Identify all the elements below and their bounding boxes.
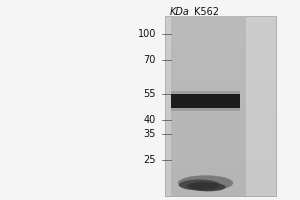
Bar bbox=[165, 130, 276, 136]
Bar bbox=[165, 40, 276, 46]
Ellipse shape bbox=[179, 180, 220, 190]
Bar bbox=[165, 190, 276, 196]
Bar bbox=[165, 100, 276, 106]
Text: 55: 55 bbox=[143, 89, 156, 99]
Bar bbox=[165, 70, 276, 76]
Bar bbox=[165, 34, 276, 40]
Bar bbox=[165, 22, 276, 28]
Bar bbox=[165, 184, 276, 190]
Ellipse shape bbox=[187, 182, 218, 190]
Bar bbox=[165, 118, 276, 124]
Bar bbox=[165, 124, 276, 130]
Text: 40: 40 bbox=[144, 115, 156, 125]
Bar bbox=[165, 106, 276, 112]
Ellipse shape bbox=[178, 175, 233, 191]
Text: K562: K562 bbox=[194, 7, 220, 17]
Bar bbox=[171, 91, 240, 111]
Bar bbox=[165, 136, 276, 142]
Bar bbox=[165, 160, 276, 166]
Bar bbox=[165, 112, 276, 118]
Bar bbox=[165, 172, 276, 178]
Bar bbox=[165, 58, 276, 64]
Bar bbox=[165, 142, 276, 148]
Bar bbox=[171, 94, 240, 108]
Text: 70: 70 bbox=[144, 55, 156, 65]
Bar bbox=[165, 178, 276, 184]
Bar bbox=[165, 166, 276, 172]
Bar bbox=[171, 16, 246, 196]
Bar bbox=[165, 52, 276, 58]
Bar bbox=[165, 16, 276, 22]
Bar bbox=[165, 88, 276, 94]
Bar bbox=[165, 82, 276, 88]
Bar bbox=[165, 76, 276, 82]
Bar bbox=[165, 154, 276, 160]
Bar bbox=[165, 28, 276, 34]
Text: 35: 35 bbox=[144, 129, 156, 139]
Bar bbox=[165, 64, 276, 70]
Text: 100: 100 bbox=[138, 29, 156, 39]
Text: 25: 25 bbox=[143, 155, 156, 165]
Bar bbox=[165, 148, 276, 154]
Text: KDa: KDa bbox=[170, 7, 190, 17]
Ellipse shape bbox=[191, 183, 226, 191]
Bar bbox=[165, 46, 276, 52]
Bar bbox=[165, 16, 276, 196]
Bar bbox=[165, 94, 276, 100]
